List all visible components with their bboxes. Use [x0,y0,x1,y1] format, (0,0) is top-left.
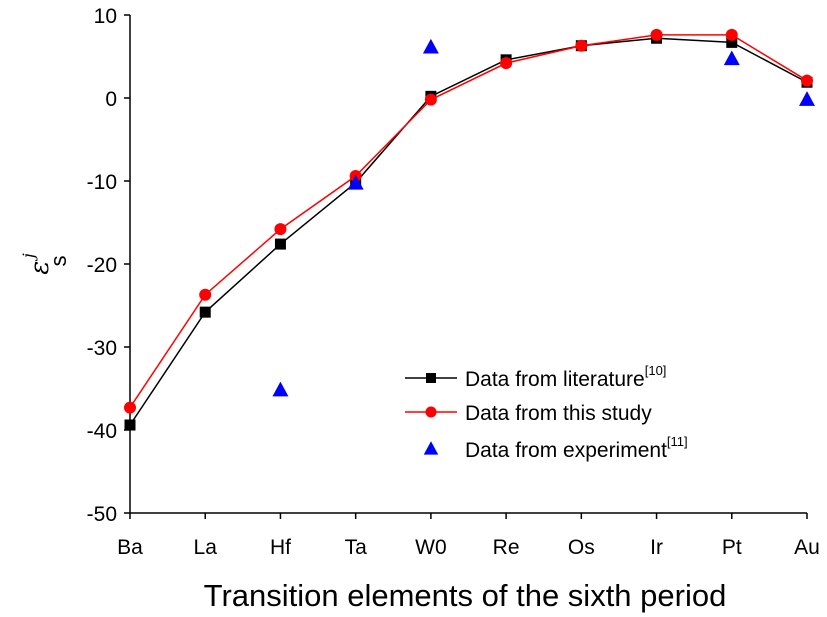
x-tick-label: Re [493,536,520,559]
legend-marker [425,406,437,418]
data-point [799,91,815,106]
x-tick-label: Ba [117,536,143,559]
data-point [801,74,813,87]
x-tick-label: Os [568,536,595,559]
data-point [124,401,136,414]
data-point [650,28,663,41]
y-tick-label: -30 [87,337,117,360]
legend-reference: [10] [645,363,667,378]
data-point [575,39,588,52]
y-tick-label: -20 [87,254,117,277]
x-tick-label: Au [794,536,820,559]
legend-marker [423,441,439,455]
legend-label: Data from literature[10] [465,363,666,391]
legend-label: Data from this study [465,402,652,425]
legend-series-name: Data from experiment [465,439,667,462]
x-tick-label: La [194,536,218,559]
y-tick-label: -40 [87,420,117,443]
y-tick-label: -10 [87,171,117,194]
data-point [422,38,439,54]
data-point [347,174,364,190]
y-axis-title: ε j s [19,253,71,274]
svg-text:ε j: ε j [19,253,55,274]
y-axis-symbol: ε [25,261,55,275]
x-tick-label: Pt [722,536,742,559]
legend: Data from literature[10] Data from this s… [405,363,688,462]
data-point [124,419,136,431]
x-tick-label: Ta [345,536,368,559]
legend-series-name: Data from this study [465,402,652,425]
y-tick-label: 0 [105,88,117,111]
legend-marker [426,373,436,383]
data-point [199,288,212,301]
data-point [424,93,437,106]
y-tick-label: -50 [87,503,117,526]
x-axis-title: Transition elements of the sixth period [204,578,727,613]
data-point [725,28,738,41]
data-point [199,306,211,318]
legend-series-name: Data from literature [465,368,645,391]
y-tick-label: 10 [94,5,117,28]
series-line [129,34,808,409]
legend-item: Data from this study [405,402,652,425]
data-point [272,381,289,397]
legend-item: Data from experiment[11] [423,434,688,462]
data-point [723,50,740,66]
legend-reference: [11] [667,434,688,449]
data-point [500,57,513,70]
data-point [274,223,287,236]
x-tick-label: Ir [650,536,663,559]
legend-label: Data from experiment[11] [465,434,688,462]
y-axis-subscript: s [46,256,71,267]
ticks: -50 -40 -30 -20 -10 0 10 Ba La Hf Ta W0 Re Os Ir Pt Au [87,5,820,559]
series-line [129,37,808,426]
series-circle-group [124,28,813,414]
x-tick-label: W0 [415,536,447,559]
data-point [274,238,286,250]
data-point [726,36,738,48]
series-layer [124,28,815,431]
y-axis-superscript: j [19,253,38,261]
legend-item: Data from literature[10] [405,363,666,391]
series-triangle-group [272,38,815,397]
x-tick-label: Hf [270,536,291,559]
